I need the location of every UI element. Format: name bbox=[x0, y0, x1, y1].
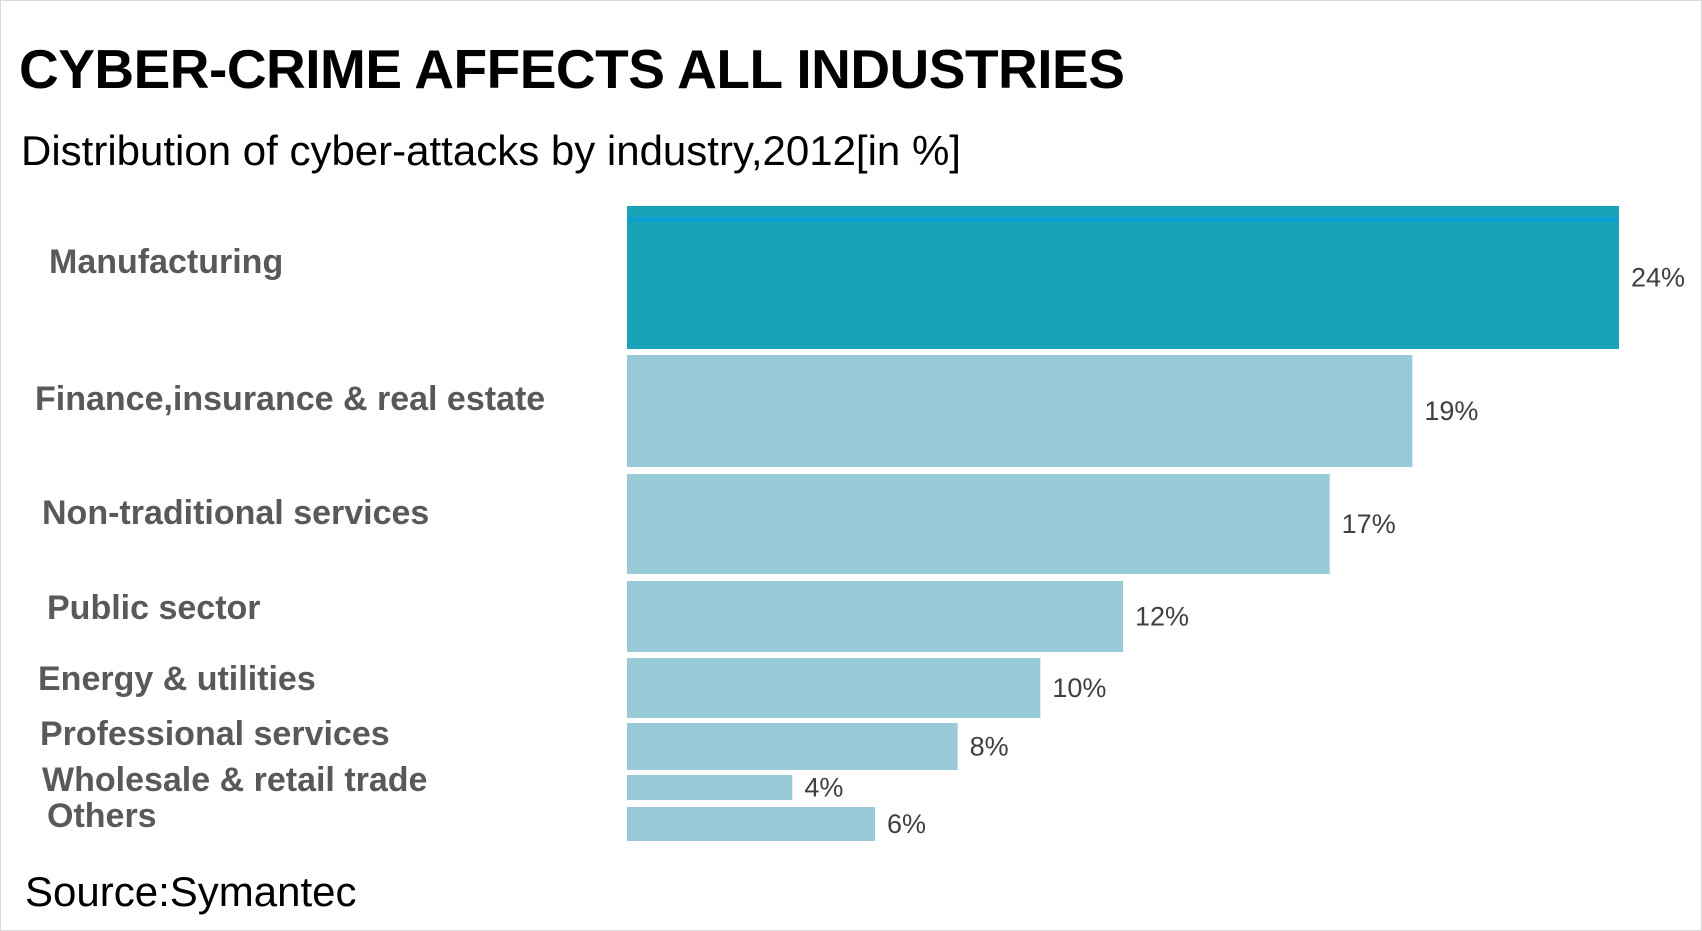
chart-subtitle: Distribution of cyber-attacks by industr… bbox=[21, 127, 961, 174]
category-label: Wholesale & retail trade bbox=[42, 761, 427, 799]
value-label: 10% bbox=[1052, 673, 1106, 703]
bar-3 bbox=[627, 581, 1123, 652]
bar-1 bbox=[627, 355, 1413, 467]
value-label: 6% bbox=[887, 809, 926, 839]
category-label: Non-traditional services bbox=[42, 494, 429, 532]
bar-7 bbox=[627, 807, 875, 841]
bar-highlight-stripe bbox=[627, 217, 1619, 222]
category-label: Public sector bbox=[47, 589, 261, 627]
value-label: 24% bbox=[1631, 263, 1685, 293]
bar-2 bbox=[627, 474, 1330, 574]
bar-6 bbox=[627, 775, 793, 800]
bar-4 bbox=[627, 658, 1041, 718]
category-label: Energy & utilities bbox=[38, 660, 316, 698]
category-label: Finance,insurance & real estate bbox=[35, 380, 545, 418]
source-note: Source:Symantec bbox=[25, 868, 357, 915]
category-label: Professional services bbox=[40, 715, 390, 753]
category-label: Manufacturing bbox=[49, 243, 283, 281]
bar-0 bbox=[627, 206, 1619, 349]
value-label: 17% bbox=[1342, 509, 1396, 539]
value-label: 8% bbox=[970, 732, 1009, 762]
value-label: 4% bbox=[804, 773, 843, 803]
chart-title: CYBER-CRIME AFFECTS ALL INDUSTRIES bbox=[19, 38, 1125, 100]
bar-5 bbox=[627, 723, 958, 770]
value-label: 19% bbox=[1424, 396, 1478, 426]
value-label: 12% bbox=[1135, 602, 1189, 632]
category-label: Others bbox=[47, 797, 157, 835]
